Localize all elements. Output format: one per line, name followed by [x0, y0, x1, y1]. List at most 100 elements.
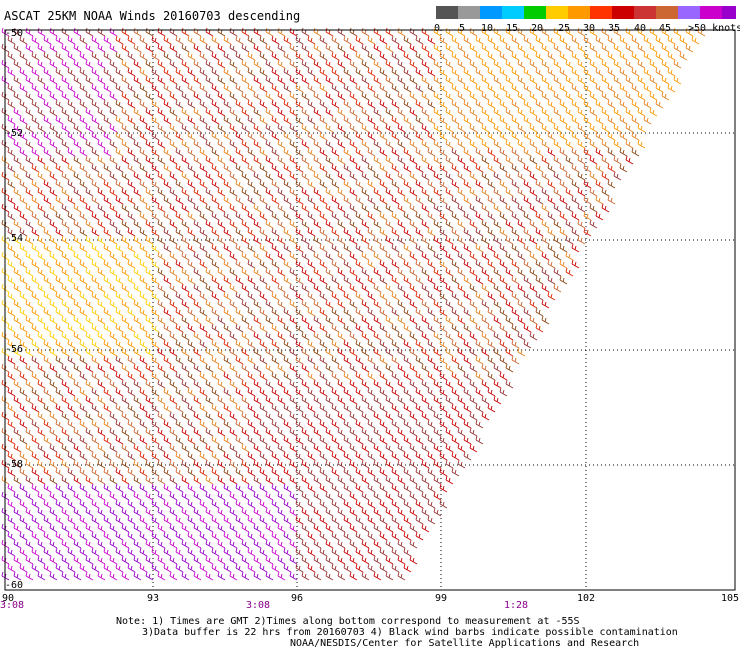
wind-barb	[475, 291, 484, 301]
wind-barb	[115, 451, 124, 461]
wind-barb	[151, 195, 160, 205]
wind-barb	[355, 451, 364, 461]
wind-barb	[127, 259, 136, 269]
wind-barb	[139, 323, 148, 333]
wind-barb	[463, 451, 472, 461]
wind-barb	[307, 323, 316, 333]
wind-barb	[427, 179, 436, 189]
wind-barb	[577, 27, 586, 37]
wind-barb	[421, 283, 430, 293]
wind-barb	[619, 115, 628, 125]
wind-barb	[391, 515, 400, 525]
wind-barb	[439, 275, 448, 285]
wind-barb	[133, 203, 142, 213]
wind-barb	[289, 27, 298, 37]
wind-barb	[211, 163, 220, 173]
wind-barb	[55, 563, 64, 573]
wind-barb	[145, 139, 154, 149]
wind-barb	[319, 275, 328, 285]
wind-barb	[205, 235, 214, 245]
wind-barb	[283, 147, 292, 157]
wind-barb	[307, 403, 316, 413]
wind-barb	[85, 459, 94, 469]
wind-barb	[187, 403, 196, 413]
wind-barb	[187, 259, 196, 269]
wind-barb	[313, 139, 322, 149]
wind-barb	[343, 35, 352, 45]
wind-barb	[55, 387, 64, 397]
wind-barb	[109, 379, 118, 389]
wind-barb	[295, 547, 304, 557]
wind-barb	[631, 131, 640, 141]
wind-barb	[457, 395, 466, 405]
wind-barb	[355, 419, 364, 429]
wind-barb	[409, 203, 418, 213]
wind-barb	[97, 235, 106, 245]
wind-barb	[79, 147, 88, 157]
wind-barb	[493, 75, 502, 85]
wind-barb	[223, 35, 232, 45]
wind-barb	[475, 275, 484, 285]
legend-swatch	[722, 6, 736, 19]
wind-barb	[451, 243, 460, 253]
wind-barb	[49, 155, 58, 165]
wind-barb	[397, 219, 406, 229]
legend-label: 20	[531, 23, 544, 34]
wind-barb	[127, 499, 136, 509]
wind-barb	[349, 491, 358, 501]
wind-barb	[277, 267, 286, 277]
wind-barb	[439, 179, 448, 189]
wind-barb	[295, 275, 304, 285]
wind-barb	[43, 35, 52, 45]
wind-barb	[355, 163, 364, 173]
wind-barb	[31, 499, 40, 509]
wind-barb	[91, 131, 100, 141]
wind-barb	[259, 307, 268, 317]
wind-barb	[457, 27, 466, 37]
wind-barb	[475, 195, 484, 205]
wind-barb	[511, 115, 520, 125]
wind-barb	[373, 411, 382, 421]
wind-barb	[385, 107, 394, 117]
wind-barb	[367, 227, 376, 237]
wind-barb	[391, 195, 400, 205]
wind-barb	[73, 523, 82, 533]
wind-barb	[403, 67, 412, 77]
wind-barb	[277, 379, 286, 389]
wind-barb	[367, 467, 376, 477]
wind-barb	[181, 555, 190, 565]
wind-barb	[511, 243, 520, 253]
wind-barb	[499, 291, 508, 301]
wind-barb	[151, 355, 160, 365]
wind-barb	[523, 211, 532, 221]
wind-barb	[43, 467, 52, 477]
wind-barb	[61, 139, 70, 149]
wind-barb	[157, 523, 166, 533]
wind-barb	[283, 467, 292, 477]
wind-barb	[397, 347, 406, 357]
wind-barb	[187, 339, 196, 349]
wind-barb	[373, 219, 382, 229]
wind-barb	[505, 219, 514, 229]
wind-barb	[139, 67, 148, 77]
wind-barb	[193, 91, 202, 101]
wind-barb	[157, 107, 166, 117]
wind-barb	[127, 227, 136, 237]
wind-barb	[379, 371, 388, 381]
wind-barb	[433, 507, 442, 517]
wind-barb	[451, 67, 460, 77]
wind-barb	[301, 555, 310, 565]
wind-barb	[67, 163, 76, 173]
wind-barb	[373, 571, 382, 581]
wind-barb	[373, 491, 382, 501]
wind-barb	[103, 211, 112, 221]
wind-barb	[517, 203, 526, 213]
wind-barb	[97, 315, 106, 325]
wind-barb	[187, 419, 196, 429]
wind-barb	[337, 171, 346, 181]
wind-barb	[115, 195, 124, 205]
wind-barb	[433, 299, 442, 309]
wind-barb	[223, 83, 232, 93]
wind-barb	[463, 163, 472, 173]
wind-barb	[223, 291, 232, 301]
